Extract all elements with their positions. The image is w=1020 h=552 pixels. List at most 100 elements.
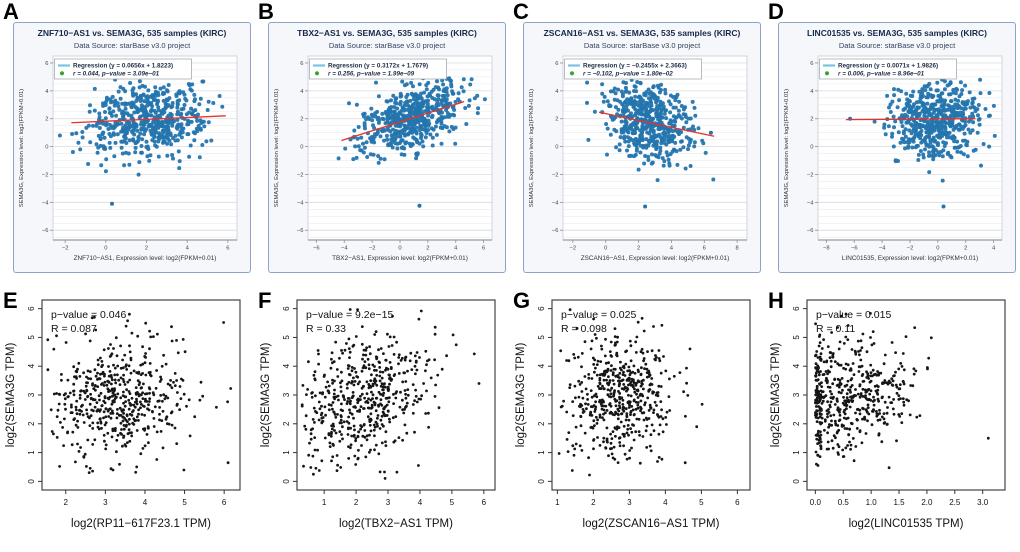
starbase-card-a: ZNF710−AS1 vs. SEMA3G, 535 samples (KIRC… <box>13 22 251 273</box>
y-axis-label: log2(SEMA3G TPM) <box>770 343 782 448</box>
x-tick-label: −6 <box>313 246 320 252</box>
x-tick-label: 2 <box>964 246 967 252</box>
x-tick-label: −2 <box>907 246 914 252</box>
x-tick-label: 8 <box>736 246 739 252</box>
y-tick-label: 6 <box>282 306 291 311</box>
y-tick-label: 2 <box>27 421 36 426</box>
y-tick-label: 6 <box>537 306 546 311</box>
x-tick-label: 4 <box>663 498 668 507</box>
x-tick-label: 6 <box>482 498 487 507</box>
stats-annotation: p−value = 0.025 R = 0.098 <box>561 309 636 335</box>
y-tick-label: 3 <box>537 392 546 397</box>
axis-ticks: 2 3 4 5 6 0 1 2 3 4 5 6 <box>27 306 227 507</box>
y-tick-label: 2 <box>282 421 291 426</box>
x-tick-label: 6 <box>482 246 485 252</box>
x-tick-label: −2 <box>570 246 577 252</box>
panel-letter-h: H <box>768 288 784 313</box>
y-axis-label: SEMA3G, Expression level: log2(FPKM+0.01… <box>274 89 280 207</box>
y-axis-label: SEMA3G, Expression level: log2(FPKM+0.01… <box>784 89 790 207</box>
panel-g: G p−value = 0.025 R = 0.098 1 2 3 4 5 6 0 1 2 3 4 5 6 l… <box>510 288 765 552</box>
r-value-label: R = 0.11 <box>816 323 855 335</box>
x-tick-label: 1 <box>555 498 560 507</box>
scatter-chart-f: p−value = 9.2e−15 R = 0.33 1 2 3 4 5 6 0 1 2 3 4 5 6 lo… <box>260 299 496 530</box>
y-tick-label: 2 <box>555 117 558 123</box>
legend-box: Regression (y = 0.3172x + 1.7679)r = 0.2… <box>309 58 447 80</box>
scatter-points <box>300 308 481 480</box>
plot-subtitle-d: Data Source: starBase v3.0 project <box>838 41 956 50</box>
x-tick-label: 0 <box>398 246 401 252</box>
x-tick-label: 4 <box>992 246 996 252</box>
scatter-points <box>57 77 225 206</box>
y-tick-label: 2 <box>792 421 801 426</box>
x-tick-label: −8 <box>823 246 830 252</box>
p-value-label: p−value = 0.015 <box>816 309 891 321</box>
x-tick-label: 6 <box>735 498 740 507</box>
y-tick-label: 5 <box>537 335 546 340</box>
plot-frame <box>296 299 496 491</box>
panel-letter-b: B <box>258 0 274 24</box>
scatter-chart-e: p−value = 0.046 R = 0.087 2 3 4 5 6 0 1 2 3 4 5 6 log2… <box>5 299 241 530</box>
x-tick-label: 6 <box>226 246 229 252</box>
x-tick-label: 2.0 <box>921 498 933 507</box>
panel-a: A ZNF710−AS1 vs. SEMA3G, 535 samples (KI… <box>0 0 255 288</box>
legend-regression-label: Regression (y = −0.2455x + 2.3663) <box>583 63 687 70</box>
x-tick-label: 1.0 <box>866 498 878 507</box>
x-tick-label: 4 <box>186 246 190 252</box>
y-tick-label: −4 <box>42 200 49 206</box>
scatter-points <box>848 77 997 209</box>
plot-title-c: ZSCAN16−AS1 vs. SEMA3G, 535 samples (KIR… <box>543 28 741 38</box>
y-tick-label: 4 <box>282 363 291 368</box>
starbase-card-b: TBX2−AS1 vs. SEMA3G, 535 samples (KIRC) … <box>268 22 506 273</box>
x-tick-label: −2 <box>369 246 376 252</box>
y-tick-label: 4 <box>300 89 304 95</box>
y-tick-label: 1 <box>792 450 801 455</box>
panel-letter-a: A <box>3 0 19 24</box>
p-value-label: p−value = 9.2e−15 <box>306 309 393 321</box>
x-tick-label: 4 <box>454 246 458 252</box>
x-tick-label: 5 <box>450 498 455 507</box>
p-value-label: p−value = 0.025 <box>561 309 636 321</box>
x-tick-label: 0.5 <box>838 498 850 507</box>
plot-title-d: LINC01535 vs. SEMA3G, 535 samples (KIRC) <box>807 28 987 38</box>
scatter-points <box>46 312 233 474</box>
y-tick-label: −6 <box>552 228 559 234</box>
y-tick-label: 3 <box>27 392 36 397</box>
scatter-points <box>557 308 704 477</box>
y-tick-label: 6 <box>27 306 36 311</box>
legend-regression-label: Regression (y = 0.0656x + 1.8223) <box>73 63 173 70</box>
r-value-label: R = 0.098 <box>561 323 607 335</box>
y-tick-label: 6 <box>45 61 48 67</box>
y-tick-label: 2 <box>810 117 813 123</box>
x-tick-label: 2 <box>591 498 596 507</box>
panel-h: H p−value = 0.015 R = 0.11 0.0 0.5 1.0 1.5 2.0… <box>765 288 1020 552</box>
axis-ticks: −2 0 2 4 6 8 −6 −4 −2 0 2 4 6 <box>552 61 739 252</box>
y-tick-label: 4 <box>810 89 814 95</box>
y-tick-label: 4 <box>27 363 36 368</box>
y-tick-label: 6 <box>792 306 801 311</box>
x-tick-label: 2 <box>426 246 429 252</box>
y-tick-label: 0 <box>810 145 813 151</box>
plot-subtitle-c: Data Source: starBase v3.0 project <box>583 41 701 50</box>
x-tick-label: 3 <box>627 498 632 507</box>
y-tick-label: 0 <box>27 479 36 484</box>
y-tick-label: 0 <box>792 479 801 484</box>
y-tick-label: 5 <box>792 335 801 340</box>
x-tick-label: 2 <box>637 246 640 252</box>
scatter-chart-d: Regression (y = 0.0071x + 1.9826)r = 0.0… <box>784 55 1003 262</box>
x-tick-label: 2 <box>354 498 359 507</box>
x-tick-label: 0.0 <box>810 498 822 507</box>
x-tick-label: 1 <box>322 498 327 507</box>
legend-box: Regression (y = −0.2455x + 2.3663)r = −0… <box>564 58 702 80</box>
axis-ticks: −2 0 2 4 6 −6 −4 −2 0 2 4 6 <box>42 61 230 252</box>
plot-title-a: ZNF710−AS1 vs. SEMA3G, 535 samples (KIRC… <box>37 28 227 38</box>
scatter-chart-c: Regression (y = −0.2455x + 2.3663)r = −0… <box>529 55 748 262</box>
regression-line <box>341 101 465 142</box>
regression-line <box>845 118 976 121</box>
starbase-card-c: ZSCAN16−AS1 vs. SEMA3G, 535 samples (KIR… <box>523 22 761 273</box>
y-axis-label: log2(SEMA3G TPM) <box>5 343 17 448</box>
y-tick-label: 4 <box>45 89 49 95</box>
x-axis-label: log2(LINC01535 TPM) <box>849 518 964 530</box>
plot-subtitle-a: Data Source: starBase v3.0 project <box>73 41 191 50</box>
scatter-chart-g: p−value = 0.025 R = 0.098 1 2 3 4 5 6 0 1 2 3 4 5 6 log… <box>515 299 751 530</box>
y-tick-label: −6 <box>807 228 814 234</box>
